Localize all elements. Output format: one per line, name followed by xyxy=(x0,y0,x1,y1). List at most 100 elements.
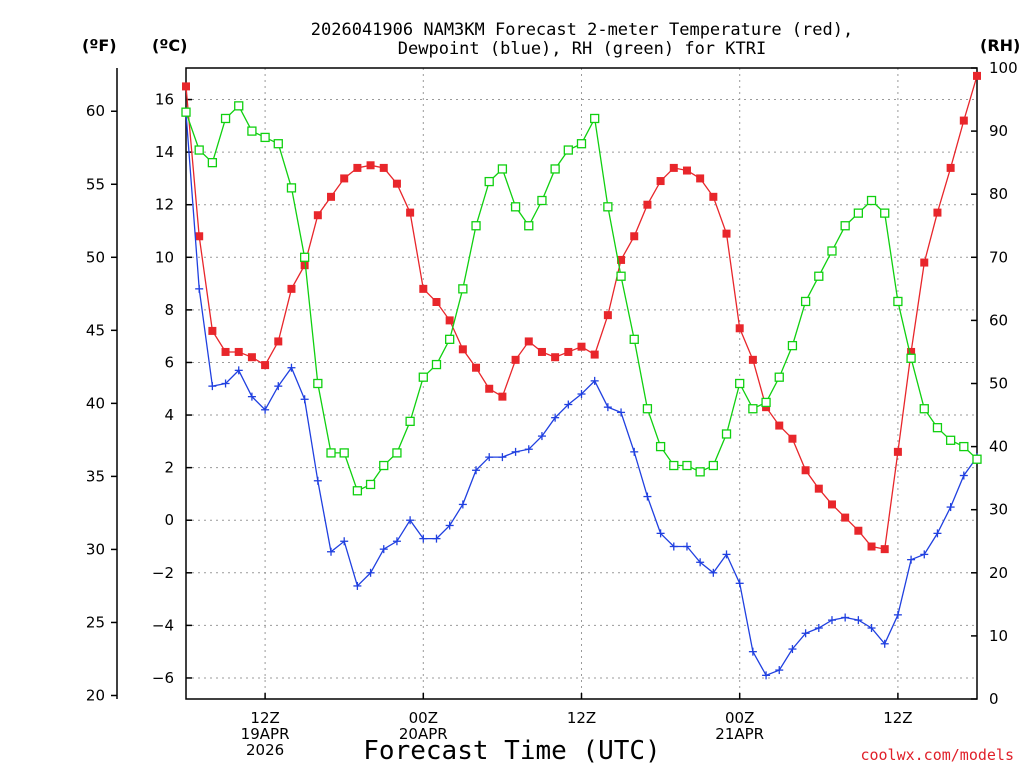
rh-point xyxy=(194,145,204,155)
celsius-tick-label: 12 xyxy=(155,196,174,214)
temperature-point xyxy=(406,208,415,217)
dewpoint-point xyxy=(261,405,270,414)
rh-point xyxy=(286,183,297,193)
dewpoint-point xyxy=(590,376,599,385)
dewpoint-point xyxy=(313,476,322,485)
dewpoint-point xyxy=(234,366,243,375)
fahrenheit-tick-label: 50 xyxy=(86,248,105,266)
temperature-point xyxy=(801,466,810,475)
temperature-point xyxy=(564,347,573,356)
celsius-tick-label: 16 xyxy=(155,91,174,109)
celsius-tick-label: 8 xyxy=(164,301,174,319)
dewpoint-point xyxy=(867,624,876,633)
rh-point xyxy=(365,479,376,490)
dewpoint-point xyxy=(419,534,428,543)
dewpoint-point xyxy=(722,550,731,559)
rh-point xyxy=(959,441,969,452)
rh-point xyxy=(484,176,494,187)
rh-point xyxy=(866,195,877,206)
fahrenheit-tick-label: 45 xyxy=(86,321,105,339)
rh-unit-label: (RH) xyxy=(980,36,1020,55)
dewpoint-point xyxy=(537,432,546,441)
rh-point xyxy=(774,372,784,382)
rh-point xyxy=(945,435,956,445)
temperature-point xyxy=(392,179,401,188)
temperature-point xyxy=(274,337,283,346)
fahrenheit-tick-label: 35 xyxy=(86,467,105,485)
rh-point xyxy=(392,448,402,458)
temperature-point xyxy=(682,166,691,175)
temperature-point xyxy=(247,353,256,362)
dewpoint-point xyxy=(959,471,968,480)
temperature-point xyxy=(775,421,784,430)
celsius-tick-label: 6 xyxy=(164,353,174,371)
temperature-point xyxy=(261,361,270,370)
dewpoint-point xyxy=(445,521,454,530)
dewpoint-point xyxy=(577,390,586,399)
temperature-point xyxy=(195,232,204,241)
credit-text: coolwx.com/models xyxy=(860,746,1014,764)
dewpoint-point xyxy=(274,382,283,391)
rh-tick-label: 90 xyxy=(989,122,1008,140)
dewpoint-point xyxy=(617,408,626,417)
temperature-point xyxy=(867,542,876,551)
temperature-point xyxy=(353,163,362,172)
temperature-point xyxy=(234,347,243,356)
dewpoint-point xyxy=(735,579,744,588)
temperature-point xyxy=(920,258,929,267)
dewpoint-point xyxy=(775,666,784,675)
rh-point xyxy=(629,334,639,344)
fahrenheit-unit-label: (ºF) xyxy=(82,36,117,55)
series-dewpoint xyxy=(182,108,981,680)
celsius-unit-label: (ºC) xyxy=(152,36,187,55)
x-tick-label: 20APR xyxy=(399,725,448,743)
temperature-point xyxy=(498,392,507,401)
dewpoint-point xyxy=(366,568,375,577)
temperature-point xyxy=(696,174,705,183)
dewpoint-point xyxy=(841,613,850,622)
dewpoint-point xyxy=(630,447,639,456)
rh-point xyxy=(827,246,837,256)
x-tick-label: 00Z xyxy=(409,709,438,727)
rh-point xyxy=(655,441,666,452)
temperature-point xyxy=(722,229,731,238)
temperature-point xyxy=(366,161,375,170)
rh-point xyxy=(669,460,679,471)
rh-tick-label: 100 xyxy=(989,59,1018,77)
dewpoint-point xyxy=(511,447,520,456)
dewpoint-point xyxy=(406,516,415,525)
rh-tick-label: 50 xyxy=(989,375,1008,393)
dewpoint-point xyxy=(814,624,823,633)
dewpoint-point xyxy=(327,547,336,556)
series-layer xyxy=(181,71,982,680)
rh-point xyxy=(682,460,692,471)
rh-tick-label: 60 xyxy=(989,311,1008,329)
x-tick-label: 00Z xyxy=(725,709,754,727)
rh-tick-label: 10 xyxy=(989,627,1008,645)
temperature-point xyxy=(656,177,665,186)
temperature-point xyxy=(827,500,836,509)
x-axis-label: Forecast Time (UTC) xyxy=(363,736,660,766)
temperature-point xyxy=(511,355,520,364)
dewpoint-point xyxy=(669,542,678,551)
axis-ticks: −6 −4 −2 0 2 4 6 8 10 12 14 16 0 10 20 30 40 50 60 70 80 90 10… xyxy=(152,59,1018,759)
temperature-point xyxy=(432,297,441,306)
rh-point xyxy=(510,202,521,212)
temperature-point xyxy=(485,384,494,393)
rh-point xyxy=(642,404,653,414)
dewpoint-point xyxy=(353,581,362,590)
rh-point xyxy=(972,454,982,464)
plot-frame xyxy=(185,67,978,700)
x-tick-label: 2026 xyxy=(246,741,284,759)
temperature-point xyxy=(669,163,678,172)
temperature-point xyxy=(300,261,309,270)
temperature-point xyxy=(748,355,757,364)
rh-point xyxy=(220,113,231,124)
temperature-point xyxy=(617,255,626,264)
temperature-point xyxy=(709,192,718,201)
temperature-point xyxy=(182,82,190,91)
rh-tick-label: 70 xyxy=(989,248,1008,266)
fahrenheit-axis: 20 25 30 35 40 45 50 55 60 xyxy=(86,68,118,704)
dewpoint-point xyxy=(880,639,889,648)
